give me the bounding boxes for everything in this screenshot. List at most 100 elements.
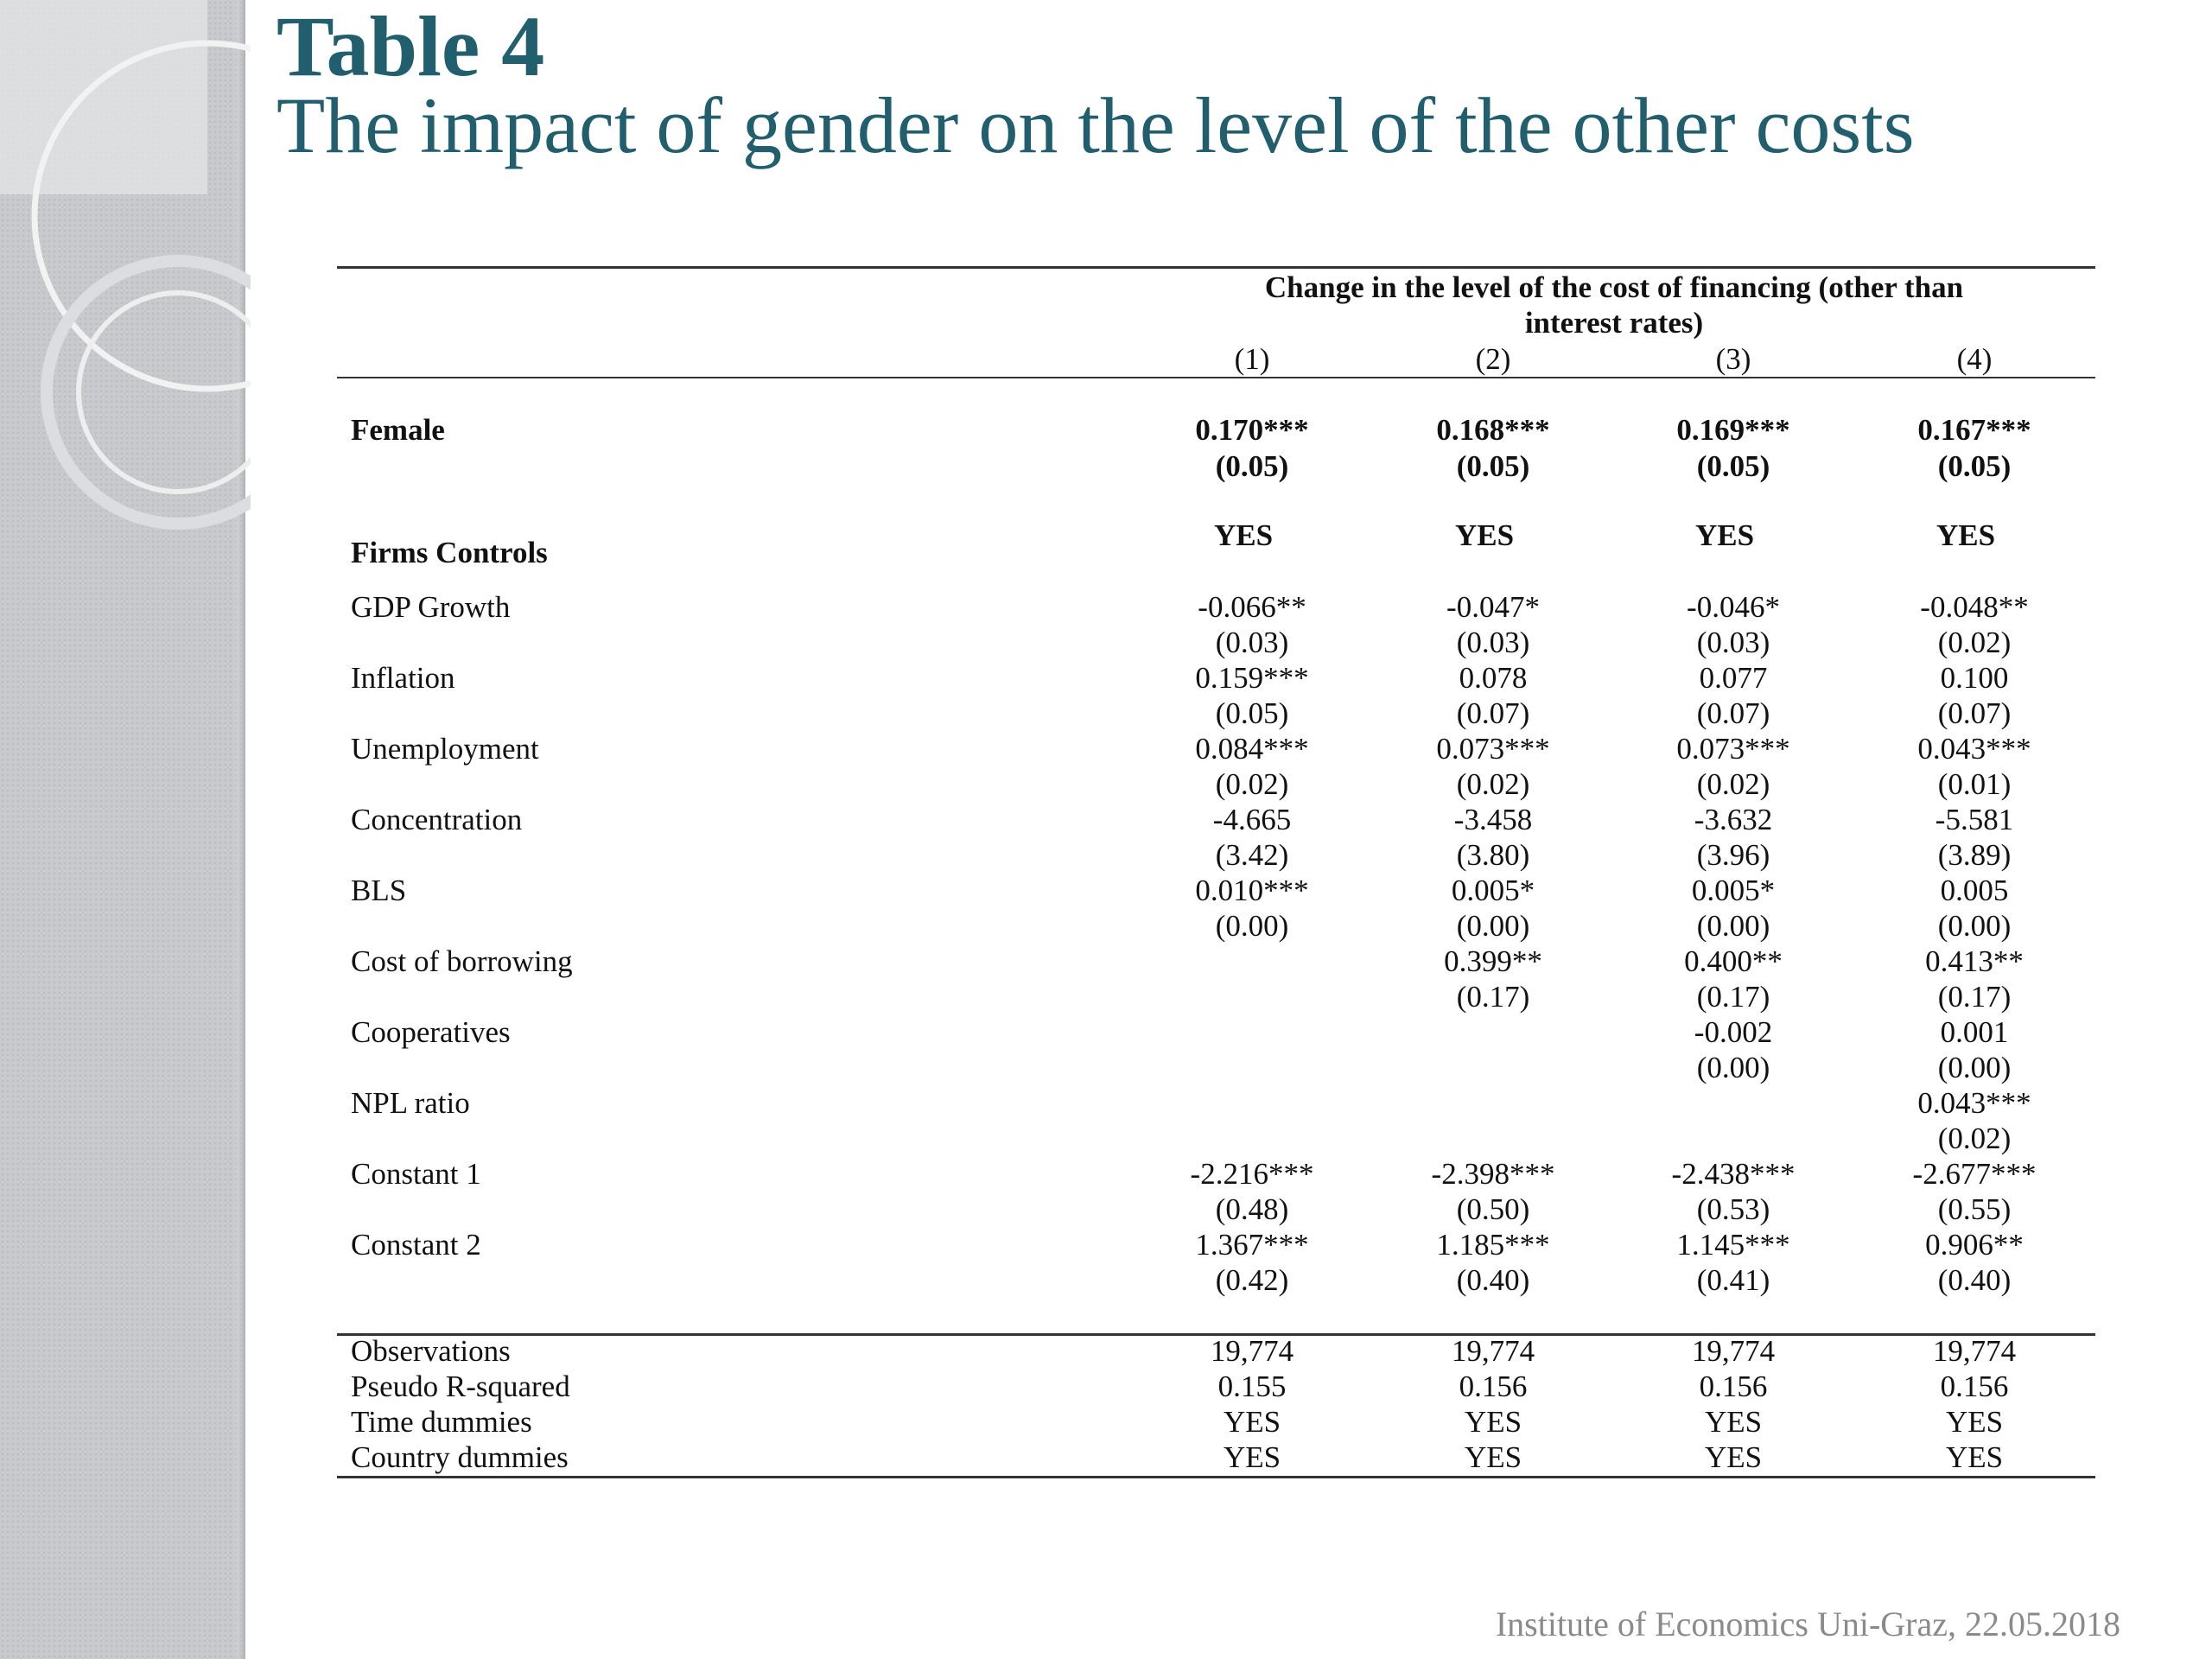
standard-error: (3.89) [1937, 838, 2012, 872]
stat-value: YES [1223, 1440, 1281, 1474]
coefficient: 0.159*** [1195, 661, 1309, 695]
coefficient: 0.100 [1940, 661, 2009, 695]
standard-error: (0.05) [1696, 449, 1770, 483]
stat-value: 0.155 [1217, 1370, 1287, 1403]
standard-error: (0.02) [1937, 626, 2012, 659]
standard-error: (0.07) [1696, 696, 1770, 730]
coefficient: -3.458 [1453, 803, 1533, 836]
stat-value: 0.156 [1459, 1370, 1528, 1403]
coefficient: 0.167*** [1917, 413, 2031, 447]
coefficient: -2.677*** [1912, 1157, 2037, 1191]
top-rule [337, 266, 2095, 269]
stat-value: 0.156 [1699, 1370, 1768, 1403]
standard-error: (0.42) [1215, 1263, 1289, 1297]
row-label: GDP Growth [351, 590, 511, 624]
standard-error: (0.01) [1937, 767, 2012, 801]
footer: Institute of Economics Uni-Graz, 22.05.2… [1495, 1605, 2120, 1643]
coefficient: -0.048** [1920, 590, 2029, 624]
standard-error: (0.00) [1937, 909, 2012, 943]
column-number: (4) [1956, 342, 1993, 376]
standard-error: (0.17) [1937, 980, 2012, 1014]
stat-value: YES [1464, 1405, 1522, 1439]
stat-label: Time dummies [351, 1405, 532, 1439]
standard-error: (0.03) [1456, 626, 1530, 659]
header-rule [337, 377, 2095, 378]
row-label: Female [351, 413, 445, 447]
coefficient: 0.010*** [1195, 874, 1309, 907]
standard-error: (0.05) [1215, 449, 1289, 483]
coefficient: -0.046* [1687, 590, 1780, 624]
standard-error: (0.00) [1696, 1051, 1770, 1084]
stat-value: 19,774 [1210, 1334, 1294, 1368]
standard-error: (0.05) [1456, 449, 1530, 483]
standard-error: (0.40) [1456, 1263, 1530, 1297]
standard-error: (0.05) [1937, 449, 2012, 483]
standard-error: (0.55) [1937, 1192, 2012, 1226]
stat-value: 19,774 [1932, 1334, 2017, 1368]
column-number: (3) [1715, 342, 1751, 376]
standard-error: (0.17) [1696, 980, 1770, 1014]
standard-error: (0.50) [1456, 1192, 1530, 1226]
control-flag: YES [1454, 518, 1515, 552]
bottom-rule [337, 1476, 2095, 1478]
coefficient: -3.632 [1694, 803, 1773, 836]
coefficient: 0.043*** [1917, 1086, 2031, 1120]
coefficient: 1.145*** [1676, 1228, 1790, 1262]
coefficient: 0.073*** [1436, 732, 1550, 766]
standard-error: (0.02) [1696, 767, 1770, 801]
coefficient: 0.005* [1691, 874, 1776, 907]
control-flag: YES [1694, 518, 1755, 552]
control-flag: YES [1936, 518, 1996, 552]
coefficient: 0.005* [1451, 874, 1535, 907]
standard-error: (0.00) [1937, 1051, 2012, 1084]
stat-label: Observations [351, 1334, 511, 1368]
standard-error: (0.02) [1937, 1122, 2012, 1155]
standard-error: (0.05) [1215, 696, 1289, 730]
column-heading: Change in the level of the cost of finan… [1264, 270, 1964, 304]
standard-error: (0.53) [1696, 1192, 1770, 1226]
coefficient: 0.005 [1940, 874, 2009, 907]
standard-error: (0.02) [1215, 767, 1289, 801]
stat-value: YES [1704, 1440, 1763, 1474]
stat-label: Pseudo R-squared [351, 1370, 570, 1403]
row-label: Unemployment [351, 732, 539, 766]
row-label: Firms Controls [351, 536, 548, 569]
coefficient: 0.169*** [1676, 413, 1790, 447]
coefficient: -2.216*** [1190, 1157, 1314, 1191]
coefficient: 0.084*** [1195, 732, 1309, 766]
row-label: Cooperatives [351, 1015, 511, 1049]
row-label: NPL ratio [351, 1086, 470, 1120]
standard-error: (3.96) [1696, 838, 1770, 872]
stat-value: 19,774 [1691, 1334, 1776, 1368]
standard-error: (0.40) [1937, 1263, 2012, 1297]
stat-value: YES [1464, 1440, 1522, 1474]
title: Table 4 [276, 0, 545, 94]
coefficient: -2.438*** [1671, 1157, 1796, 1191]
column-number: (2) [1475, 342, 1511, 376]
coefficient: 0.400** [1684, 944, 1783, 978]
coefficient: 0.073*** [1676, 732, 1790, 766]
standard-error: (0.03) [1215, 626, 1289, 659]
control-flag: YES [1213, 518, 1274, 552]
stat-value: YES [1945, 1405, 2004, 1439]
side-decoration [0, 0, 251, 1659]
stat-value: 19,774 [1451, 1334, 1535, 1368]
stat-value: YES [1945, 1440, 2004, 1474]
coefficient: -0.066** [1198, 590, 1306, 624]
stat-label: Country dummies [351, 1440, 569, 1474]
row-label: Cost of borrowing [351, 944, 573, 978]
standard-error: (0.17) [1456, 980, 1530, 1014]
row-label: Concentration [351, 803, 523, 836]
subtitle: The impact of gender on the level of the… [276, 81, 1915, 169]
row-label: Constant 1 [351, 1157, 481, 1191]
stat-value: YES [1704, 1405, 1763, 1439]
coefficient: -0.047* [1446, 590, 1540, 624]
standard-error: (0.00) [1456, 909, 1530, 943]
column-number: (1) [1234, 342, 1270, 376]
standard-error: (0.48) [1215, 1192, 1289, 1226]
coefficient: 0.043*** [1917, 732, 2031, 766]
standard-error: (3.42) [1215, 838, 1289, 872]
coefficient: 0.077 [1699, 661, 1768, 695]
standard-error: (0.41) [1696, 1263, 1770, 1297]
